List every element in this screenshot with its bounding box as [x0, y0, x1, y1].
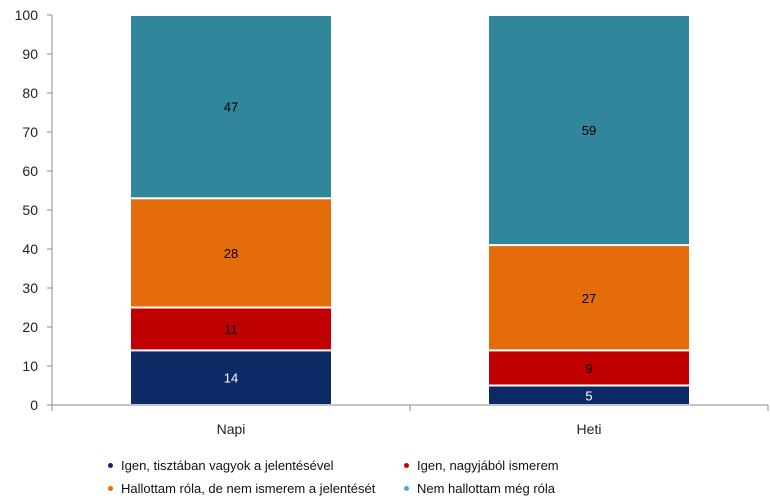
legend-swatch — [404, 463, 409, 468]
data-label: 47 — [224, 100, 238, 115]
legend-label: Hallottam róla, de nem ismerem a jelenté… — [121, 481, 376, 496]
data-label: 11 — [224, 322, 238, 337]
stacked-bar-chart: 0 10 20 30 40 50 60 70 80 90 100 Napi Heti 14 11 28 47… — [15, 7, 769, 437]
y-tick-label: 90 — [22, 46, 38, 62]
y-tick-label: 50 — [22, 202, 38, 218]
y-tick-label: 20 — [22, 319, 38, 335]
data-label: 59 — [582, 123, 596, 138]
data-label: 5 — [585, 388, 592, 403]
bar-segment — [489, 351, 689, 385]
data-label: 14 — [224, 371, 238, 386]
legend-swatch — [108, 463, 113, 468]
legend-label: Igen, nagyjából ismerem — [417, 458, 559, 473]
x-axis: Napi Heti — [51, 404, 769, 437]
bar-segment — [489, 16, 689, 245]
legend-item: Hallottam róla, de nem ismerem a jelenté… — [108, 481, 375, 496]
x-category-label: Heti — [577, 421, 602, 437]
y-tick-label: 100 — [15, 7, 39, 23]
legend: Igen, tisztában vagyok a jelentésével Ig… — [0, 452, 770, 502]
bar-segments — [131, 16, 689, 404]
legend-swatch — [404, 486, 409, 491]
data-label: 9 — [585, 361, 592, 376]
legend-swatch — [108, 486, 113, 491]
legend-item: Nem hallottam még róla — [404, 481, 555, 496]
bar-segment — [489, 246, 689, 350]
legend-label: Nem hallottam még róla — [417, 481, 555, 496]
y-tick-label: 30 — [22, 280, 38, 296]
data-label: 28 — [224, 246, 238, 261]
bar-segment — [131, 351, 331, 404]
y-axis: 0 10 20 30 40 50 60 70 80 90 100 — [15, 7, 53, 413]
legend-item: Igen, nagyjából ismerem — [404, 458, 559, 473]
bar-segment — [489, 386, 689, 404]
y-tick-label: 0 — [30, 397, 38, 413]
bar-segment — [131, 16, 331, 198]
bar-segment — [131, 199, 331, 307]
y-tick-label: 40 — [22, 241, 38, 257]
y-tick-label: 10 — [22, 358, 38, 374]
data-label: 27 — [582, 291, 596, 306]
y-tick-label: 60 — [22, 163, 38, 179]
legend-item: Igen, tisztában vagyok a jelentésével — [108, 458, 333, 473]
legend-label: Igen, tisztában vagyok a jelentésével — [121, 458, 334, 473]
y-tick-label: 80 — [22, 85, 38, 101]
bar-segment — [131, 308, 331, 350]
y-tick-label: 70 — [22, 124, 38, 140]
x-category-label: Napi — [217, 421, 246, 437]
